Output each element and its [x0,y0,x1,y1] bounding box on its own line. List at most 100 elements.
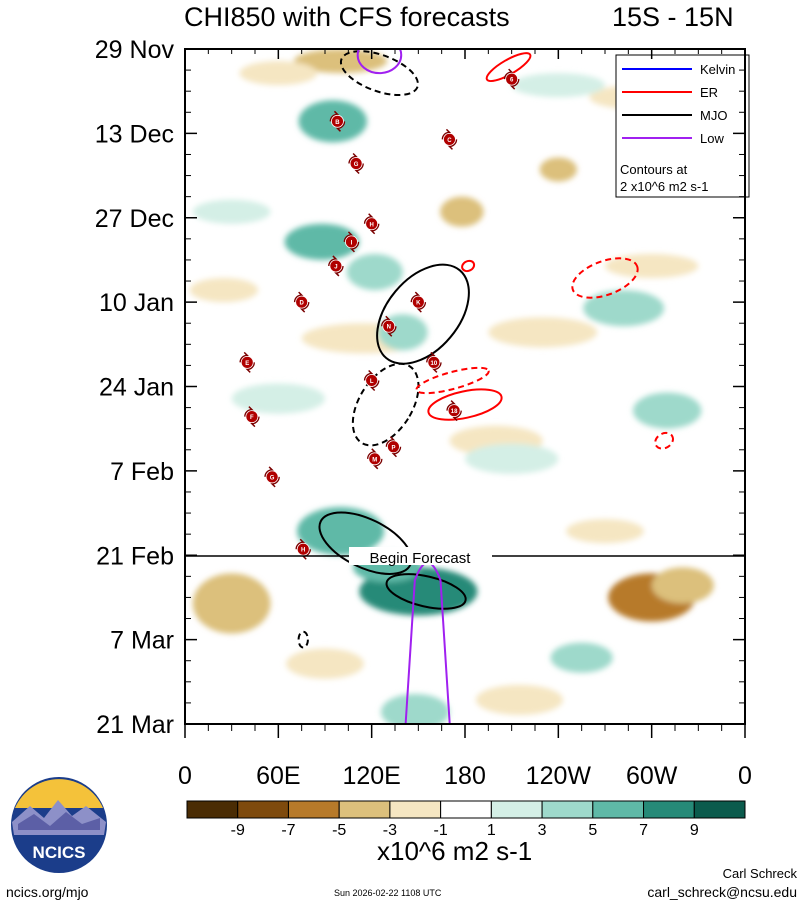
storm-dot [382,319,396,333]
er-contour-negative [571,257,639,299]
x-tick-label: 120E [342,762,400,790]
storm-label: L [370,379,374,385]
storm-dot [505,72,519,86]
negative-anomaly-patch [539,157,577,182]
storm-dot [240,355,254,369]
positive-anomaly-patch [583,290,665,327]
colorbar-swatch [338,800,391,819]
storm-dot [365,217,379,231]
x-tick-label: 60E [256,762,300,790]
colorbar: -9 -7 -5 -3 -1 1 3 5 7 9 [186,800,746,839]
colorbar-label: 9 [690,822,699,839]
negative-anomaly-patch [475,684,563,715]
storm-label: P [391,445,395,451]
storm-marker: 6 [503,68,520,90]
negative-anomaly-patch [192,573,271,634]
author-name: Carl Schreck [722,866,797,881]
storm-dot [365,374,379,387]
positive-anomaly-patch [284,223,360,260]
storm-label: B [335,120,340,126]
colorbar-label: -1 [434,822,448,839]
legend-label: MJO [700,108,727,123]
storm-marker: J [328,255,344,277]
positive-anomaly-patch [633,392,702,429]
site-link[interactable]: ncics.org/mjo [6,884,89,900]
storm-arm [293,291,310,313]
storm-marker: 18 [446,400,462,422]
negative-anomaly-patch [651,567,714,604]
storm-arm [441,128,458,150]
y-tick-label: 7 Mar [110,627,174,655]
positive-anomaly-patch [511,73,605,98]
storm-dot [411,295,425,309]
storm-arm [328,255,344,277]
colorbar-label: -3 [383,822,397,839]
positive-anomaly-patch [346,253,403,291]
author-email[interactable]: carl_schreck@ncsu.edu [647,884,797,900]
er-contour-negative [415,366,490,395]
legend-label: Low [700,131,724,146]
storm-arm [343,231,360,253]
storm-marker: F [244,406,260,428]
mjo-contour [385,573,467,610]
colorbar-swatch [287,800,340,819]
colorbar-label: -5 [332,822,346,839]
storm-marker: E [239,351,255,373]
storm-label: I [351,240,353,246]
colorbar-swatch [186,800,239,819]
storm-dot [368,452,382,466]
storm-label: J [334,264,337,270]
timestamp: Sun 2026-02-22 1108 UTC [334,888,442,898]
mjo-contour-negative [351,362,420,447]
x-tick-label: 180 [444,762,486,790]
legend-note: Contours at [620,162,688,177]
colorbar-unit: x10^6 m2 s-1 [377,836,533,866]
y-tick-label: 21 Feb [96,542,174,570]
storm-arm [329,110,346,132]
storm-marker: H [363,213,380,235]
er-contour [427,388,503,421]
colorbar-swatch [389,800,442,819]
storm-dot [295,295,309,309]
storm-arm [363,213,380,235]
colorbar-swatch [237,800,289,819]
x-tick-label: 0 [738,762,752,790]
colorbar-label: -7 [281,822,295,839]
storm-dot [345,235,358,249]
x-tick-label: 120W [526,762,592,790]
positive-anomaly-patch [192,199,271,224]
storm-marker: G [264,466,280,488]
anomaly-field [189,49,714,724]
positive-anomaly-patch [465,443,559,474]
storm-dot [329,259,343,273]
mjo-contour [376,263,470,365]
y-tick-label: 7 Feb [110,458,174,486]
storm-dot [245,410,259,424]
mjo-contour-negative [297,630,309,649]
storm-arm [348,152,364,175]
storm-dot [447,404,461,418]
mjo-contour-negative [339,50,419,97]
storm-dot [265,470,279,484]
storm-label: E [245,361,249,367]
y-tick-label: 27 Dec [95,205,174,233]
storm-label: D [299,301,304,307]
storm-arm [239,351,255,373]
colorbar-label: 3 [538,822,547,839]
negative-anomaly-patch [488,317,598,348]
er-contour [461,259,476,273]
storm-marker: 10 [426,351,442,373]
storm-marker: G [348,152,364,175]
storm-marker: I [343,231,360,253]
colorbar-label: 1 [487,822,496,839]
storm-label: C [447,138,452,144]
storm-arm [264,466,280,488]
storm-marker: N [381,315,397,337]
colorbar-label: 5 [588,822,597,839]
negative-anomaly-patch [286,648,364,679]
positive-anomaly-patch [297,507,385,556]
storm-markers: 6 B C G H I J D K N E 10 L 18 F P M G H [239,68,520,560]
storm-dot [443,133,456,146]
negative-anomaly-patch [566,519,644,544]
anomaly-patches [189,49,714,724]
